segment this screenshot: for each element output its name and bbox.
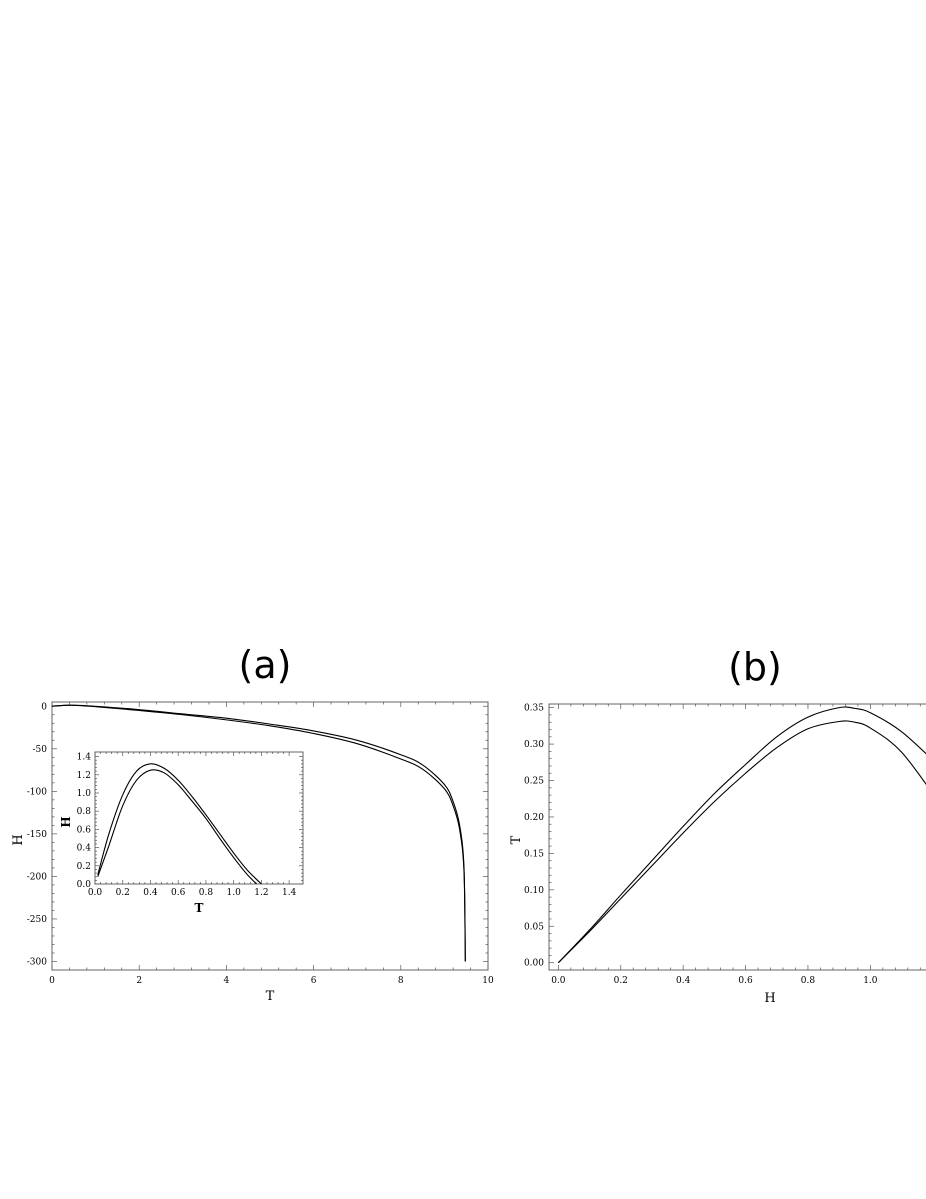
panel-b-x-tick-label: 0.0 bbox=[551, 976, 566, 986]
panel-b-y-axis-label: T bbox=[509, 835, 524, 844]
panel-a-x-tick-label: 0 bbox=[49, 976, 55, 986]
inset-y-tick-label: 0.2 bbox=[77, 862, 91, 872]
panel-b-y-tick-label: 0.30 bbox=[524, 740, 544, 750]
inset-plot-frame bbox=[94, 751, 304, 885]
inset-ticks: 0.0 0.2 0.4 0.6 0.8 1.0 1.2 1.4 0.0 0.2 0.4 0.6 0.8 1… bbox=[77, 752, 303, 898]
inset-y-tick-label: 1.2 bbox=[77, 771, 91, 781]
panel-b-series-line-1 bbox=[557, 706, 926, 964]
panel-a-plot-frame bbox=[51, 701, 489, 971]
panel-a-y-tick-label: -250 bbox=[27, 915, 47, 925]
panel-a: (a) 0 2 4 6 8 100-50-100-150-200-250-300 T H … bbox=[11, 643, 494, 1004]
panel-b-x-tick-label: 0.2 bbox=[614, 976, 628, 986]
inset-y-tick-label: 1.4 bbox=[77, 753, 92, 763]
inset-curves bbox=[97, 763, 262, 884]
panel-a-y-axis-label: H bbox=[11, 834, 26, 845]
inset-y-tick-label: 0.4 bbox=[77, 844, 92, 854]
panel-a-ticks: 0 2 4 6 8 10 0 -50 -100 -150 -200 -250 -300 bbox=[27, 702, 494, 986]
inset-y-tick-label: 0.8 bbox=[77, 807, 92, 817]
panel-b-plot-frame bbox=[548, 703, 926, 971]
panel-b-curves bbox=[557, 706, 926, 964]
panel-b-y-tick-label: 0.05 bbox=[524, 922, 544, 932]
panel-a-series-line-2 bbox=[52, 704, 466, 962]
inset-series-line-2 bbox=[97, 769, 258, 884]
inset-x-tick-label: 0.2 bbox=[116, 888, 130, 898]
panel-a-y-tick-label: -200 bbox=[27, 872, 47, 882]
inset-x-tick-label: 1.0 bbox=[227, 888, 242, 898]
inset-y-tick-label: 0.6 bbox=[77, 825, 92, 835]
panel-b-ticks: 0.00.20.40.60.81.01.20.000.050.100.150.2… bbox=[524, 704, 926, 986]
panel-b-label: (b) bbox=[728, 645, 782, 689]
panel-b-y-tick-label: 0.00 bbox=[524, 959, 544, 969]
inset-x-tick-label: 0.8 bbox=[199, 888, 214, 898]
inset-series-line-1 bbox=[97, 763, 262, 884]
inset-background bbox=[95, 752, 303, 884]
panel-b-x-tick-label: 0.4 bbox=[676, 976, 691, 986]
panel-b: (b) 0.00.20.40.60.81.01.20.000.050.100.1… bbox=[509, 645, 926, 1006]
panel-b-x-tick-label: 0.8 bbox=[801, 976, 816, 986]
inset-x-axis-label: T bbox=[195, 901, 204, 915]
panel-a-x-tick-label: 4 bbox=[224, 976, 230, 986]
panel-b-x-axis-label: H bbox=[764, 991, 775, 1006]
panel-a-x-axis-label: T bbox=[266, 989, 275, 1004]
panel-b-series-line-2 bbox=[557, 720, 926, 964]
panel-a-x-tick-label: 8 bbox=[398, 976, 404, 986]
panel-a-y-tick-label: -300 bbox=[27, 957, 47, 967]
panel-b-y-tick-label: 0.15 bbox=[524, 849, 544, 859]
panel-a-x-tick-label: 2 bbox=[136, 976, 142, 986]
inset-y-axis-label: H bbox=[59, 816, 73, 827]
inset-x-tick-label: 0.6 bbox=[171, 888, 186, 898]
panel-b-x-tick-label: 0.6 bbox=[738, 976, 753, 986]
panel-a-x-tick-label: 6 bbox=[311, 976, 317, 986]
panel-a-y-tick-label: 0 bbox=[41, 702, 47, 712]
inset-y-tick-label: 1.0 bbox=[77, 789, 92, 799]
panel-a-inset: 0.0 0.2 0.4 0.6 0.8 1.0 1.2 1.4 0.0 0.2 0.4 0.6 0.8 1… bbox=[59, 751, 304, 915]
panel-a-series-line-1 bbox=[52, 704, 466, 962]
panel-a-curves bbox=[52, 704, 466, 962]
inset-x-tick-label: 1.4 bbox=[282, 888, 297, 898]
panel-b-y-tick-label: 0.25 bbox=[524, 777, 544, 787]
panel-a-label: (a) bbox=[239, 643, 292, 687]
panel-b-x-tick-label: 1.0 bbox=[863, 976, 878, 986]
inset-x-tick-label: 0.0 bbox=[88, 888, 103, 898]
panel-a-y-tick-label: -100 bbox=[27, 787, 47, 797]
panel-a-y-tick-label: -150 bbox=[27, 830, 47, 840]
panel-b-y-tick-label: 0.10 bbox=[524, 886, 544, 896]
inset-y-tick-label: 0.0 bbox=[77, 880, 92, 890]
panel-b-y-tick-label: 0.35 bbox=[524, 704, 544, 714]
panel-b-y-tick-label: 0.20 bbox=[524, 813, 544, 823]
panel-a-x-tick-label: 10 bbox=[482, 976, 494, 986]
inset-x-tick-label: 1.2 bbox=[254, 888, 268, 898]
inset-x-tick-label: 0.4 bbox=[143, 888, 158, 898]
panel-a-y-tick-label: -50 bbox=[33, 745, 48, 755]
